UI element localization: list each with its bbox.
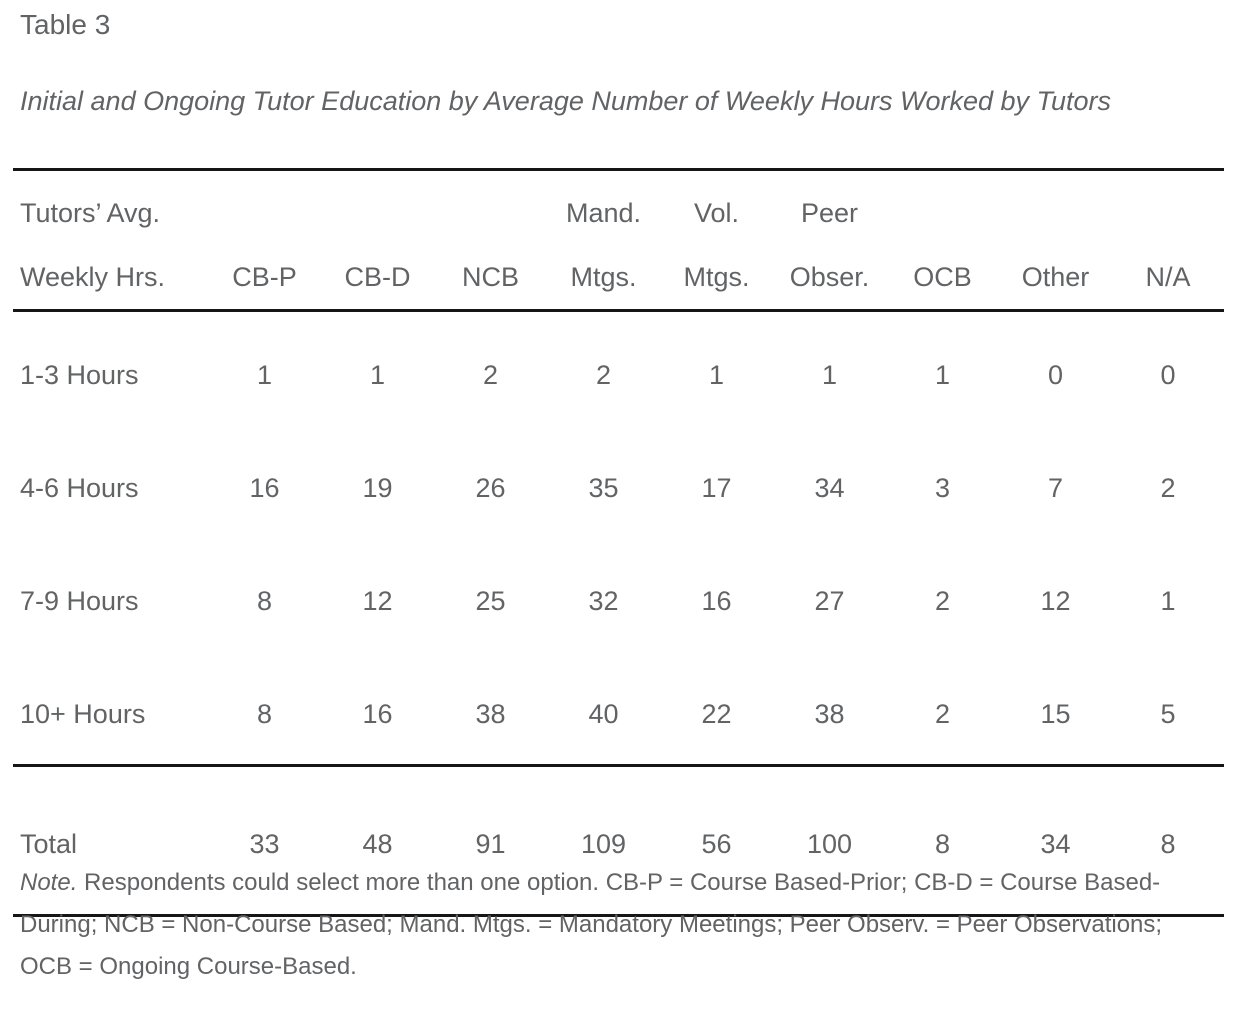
- row-label: 1-3 Hours: [20, 360, 139, 390]
- col-header-vol-line1: Vol.: [693, 197, 740, 228]
- cell-value: 35: [588, 473, 619, 503]
- cell-value: 1: [256, 360, 273, 390]
- note-line-1: Note. Respondents could select more than…: [20, 862, 1235, 904]
- cell-value: 0: [1160, 360, 1176, 390]
- header-row-line2: Weekly Hrs. CB-P CB-D NCB Mtgs. Mtgs. Ob…: [13, 245, 1224, 311]
- total-value: 48: [362, 829, 393, 859]
- cell-value: 16: [249, 473, 280, 503]
- cell-value: 2: [934, 699, 951, 729]
- cell-value: 1: [369, 360, 386, 390]
- table-row-4-6-hours: 4-6 Hours 16 19 26 35 17 34 3 7 2: [13, 425, 1224, 538]
- col-header-mand-line1: Mand.: [565, 197, 642, 228]
- total-value: 8: [1160, 829, 1176, 859]
- row-header-line1: Tutors’ Avg.: [20, 197, 161, 228]
- note-label: Note.: [20, 869, 78, 896]
- col-header-na-line2: N/A: [1145, 261, 1191, 292]
- cell-value: 3: [934, 473, 951, 503]
- cell-value: 0: [1047, 360, 1064, 390]
- note-text-2: During; NCB = Non-Course Based; Mand. Mt…: [20, 911, 1163, 938]
- table-body: 1-3 Hours 1 1 2 2 1 1 1 0 0 4-6 Hours 16…: [13, 311, 1224, 766]
- col-header-other-line1: [999, 170, 1112, 246]
- cell-value: 2: [482, 360, 499, 390]
- cell-value: 16: [701, 586, 732, 616]
- data-table: Tutors’ Avg. Mand. Vol. Peer Weekly Hrs.…: [13, 168, 1224, 917]
- cell-value: 34: [814, 473, 845, 503]
- note-text-3: OCB = Ongoing Course-Based.: [20, 953, 357, 980]
- table-row-7-9-hours: 7-9 Hours 8 12 25 32 16 27 2 12 1: [13, 538, 1224, 651]
- cell-value: 40: [588, 699, 619, 729]
- total-value: 100: [806, 829, 853, 859]
- total-value: 56: [701, 829, 732, 859]
- col-header-cbd-line1: [321, 170, 434, 246]
- note-text-1: Respondents could select more than one o…: [84, 869, 1161, 896]
- table-row-1-3-hours: 1-3 Hours 1 1 2 2 1 1 1 0 0: [13, 311, 1224, 426]
- table-note: Note. Respondents could select more than…: [20, 862, 1235, 988]
- cell-value: 16: [362, 699, 393, 729]
- col-header-peer-line2: Obser.: [789, 261, 870, 292]
- cell-value: 8: [256, 699, 273, 729]
- cell-value: 12: [1040, 586, 1071, 616]
- col-header-vol-line2: Mtgs.: [683, 261, 750, 292]
- table-row-total: Total 33 48 91 109 56 100 8 34 8: [13, 766, 1224, 916]
- total-value: 91: [475, 829, 506, 859]
- cell-value: 1: [708, 360, 725, 390]
- cell-value: 5: [1160, 699, 1176, 729]
- header-row-line1: Tutors’ Avg. Mand. Vol. Peer: [13, 170, 1224, 246]
- table-caption: Initial and Ongoing Tutor Education by A…: [20, 86, 1112, 116]
- row-label: 7-9 Hours: [20, 586, 139, 616]
- cell-value: 2: [595, 360, 612, 390]
- cell-value: 22: [701, 699, 732, 729]
- table-total-section: Total 33 48 91 109 56 100 8 34 8: [13, 766, 1224, 916]
- table-header: Tutors’ Avg. Mand. Vol. Peer Weekly Hrs.…: [13, 170, 1224, 311]
- cell-value: 17: [701, 473, 732, 503]
- col-header-peer-line1: Peer: [800, 197, 859, 228]
- cell-value: 19: [362, 473, 393, 503]
- cell-value: 12: [362, 586, 393, 616]
- cell-value: 1: [934, 360, 951, 390]
- cell-value: 15: [1040, 699, 1071, 729]
- col-header-cbp-line1: [208, 170, 321, 246]
- cell-value: 2: [934, 586, 951, 616]
- table-row-10plus-hours: 10+ Hours 8 16 38 40 22 38 2 15 5: [13, 651, 1224, 766]
- col-header-cbd-line2: CB-D: [344, 261, 411, 292]
- row-label: 4-6 Hours: [20, 473, 139, 503]
- total-value: 8: [934, 829, 951, 859]
- note-line-3: OCB = Ongoing Course-Based.: [20, 946, 1235, 988]
- col-header-mand-line2: Mtgs.: [570, 261, 637, 292]
- row-header-line2: Weekly Hrs.: [20, 261, 166, 292]
- cell-value: 32: [588, 586, 619, 616]
- col-header-ocb-line1: [886, 170, 999, 246]
- cell-value: 7: [1047, 473, 1064, 503]
- cell-value: 1: [1160, 586, 1176, 616]
- col-header-ocb-line2: OCB: [913, 261, 972, 292]
- cell-value: 27: [814, 586, 845, 616]
- cell-value: 26: [475, 473, 506, 503]
- col-header-cbp-line2: CB-P: [232, 261, 297, 292]
- cell-value: 2: [1160, 473, 1176, 503]
- cell-value: 1: [821, 360, 838, 390]
- col-header-other-line2: Other: [1021, 261, 1090, 292]
- cell-value: 38: [475, 699, 506, 729]
- total-value: 109: [580, 829, 627, 859]
- cell-value: 38: [814, 699, 845, 729]
- col-header-na-line1: [1112, 170, 1224, 246]
- note-line-2: During; NCB = Non-Course Based; Mand. Mt…: [20, 904, 1235, 946]
- col-header-ncb-line1: [434, 170, 547, 246]
- total-value: 33: [249, 829, 280, 859]
- total-label: Total: [20, 829, 78, 859]
- cell-value: 25: [475, 586, 506, 616]
- col-header-ncb-line2: NCB: [461, 261, 519, 292]
- cell-value: 8: [256, 586, 273, 616]
- table-number-label: Table 3: [20, 9, 111, 40]
- total-value: 34: [1040, 829, 1071, 859]
- row-label: 10+ Hours: [20, 699, 146, 729]
